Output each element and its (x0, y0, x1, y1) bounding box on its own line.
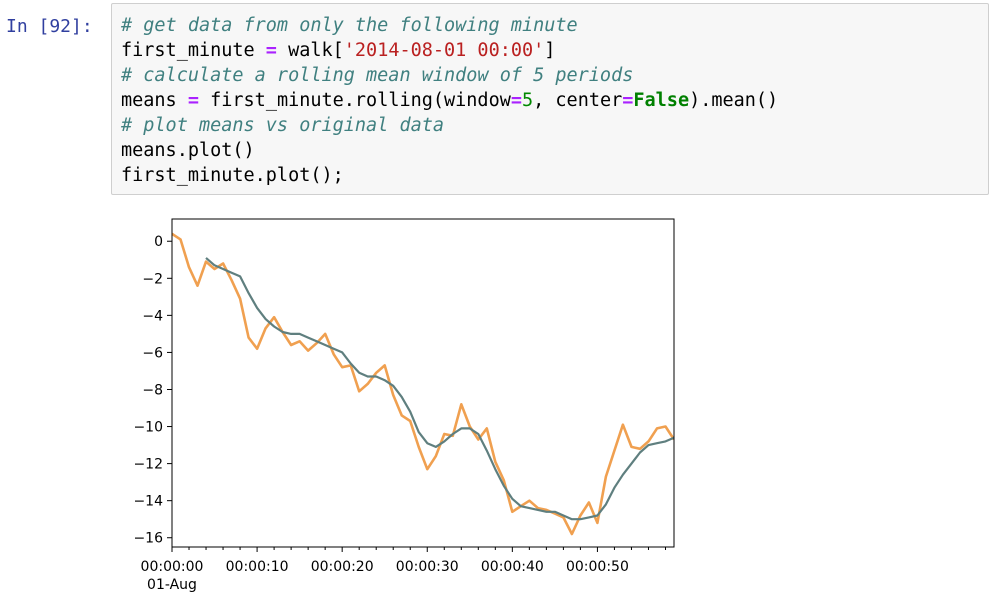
code-keyword: False (633, 90, 690, 111)
x-tick-label: 00:00:00 (141, 559, 204, 575)
series-line-original (172, 232, 674, 536)
cell-prompt: In [92]: (6, 16, 93, 37)
code-operator: = (176, 90, 211, 111)
code-argument: , center (533, 90, 623, 111)
y-tick-label: −6 (142, 345, 163, 361)
y-tick-label: −12 (133, 457, 163, 473)
code-variable: means (121, 90, 177, 111)
x-tick-date-label: 01-Aug (147, 577, 197, 593)
line-chart: 0 −2 −4 −6 −8 −10 −12 −14 −16 00:00:00 00:00:10 00:… (133, 218, 675, 593)
x-tick-label: 00:00:40 (481, 559, 544, 575)
y-tick-label: −14 (133, 494, 163, 510)
cell-output: 0 −2 −4 −6 −8 −10 −12 −14 −16 00:00:00 00:00:10 00:… (111, 205, 711, 599)
code-number: 5 (522, 90, 534, 111)
y-tick-label: −2 (142, 271, 163, 287)
x-tick-label: 00:00:10 (226, 559, 289, 575)
code-comment: # plot means vs original data (121, 115, 445, 136)
code-line-7: first_minute.plot(); (121, 163, 988, 188)
code-operator: = (622, 90, 634, 111)
code-call: walk[ (288, 40, 344, 61)
code-operator: = (510, 90, 522, 111)
code-statement: first_minute.plot(); (121, 165, 344, 186)
y-tick-label: −4 (142, 308, 163, 324)
y-tick-label: 0 (154, 234, 163, 250)
x-tick-label: 00:00:20 (311, 559, 374, 575)
code-bracket: ] (544, 40, 556, 61)
code-line-2: first_minute = walk['2014-08-01 00:00'] (121, 38, 988, 63)
code-line-1: # get data from only the following minut… (121, 13, 988, 38)
code-call-tail: ).mean() (689, 90, 779, 111)
code-operator: = (254, 40, 289, 61)
y-tick-label: −10 (133, 420, 163, 436)
plot-frame (171, 218, 675, 548)
code-line-6: means.plot() (121, 138, 988, 163)
code-line-3: # calculate a rolling mean window of 5 p… (121, 63, 988, 88)
code-comment: # calculate a rolling mean window of 5 p… (121, 65, 634, 86)
code-line-4: means = first_minute.rolling(window=5, c… (121, 88, 988, 113)
code-call: first_minute.rolling(window (210, 90, 511, 111)
series-line-rolling-mean (205, 257, 674, 521)
x-tick-label: 00:00:50 (566, 559, 629, 575)
code-variable: first_minute (121, 40, 255, 61)
y-tick-label: −16 (133, 531, 163, 547)
code-cell-input[interactable]: # get data from only the following minut… (111, 3, 989, 195)
code-line-5: # plot means vs original data (121, 113, 988, 138)
x-tick-label: 00:00:30 (396, 559, 459, 575)
code-string: '2014-08-01 00:00' (343, 40, 545, 61)
code-statement: means.plot() (121, 140, 255, 161)
code-comment: # get data from only the following minut… (121, 15, 578, 36)
y-tick-label: −8 (142, 382, 163, 398)
